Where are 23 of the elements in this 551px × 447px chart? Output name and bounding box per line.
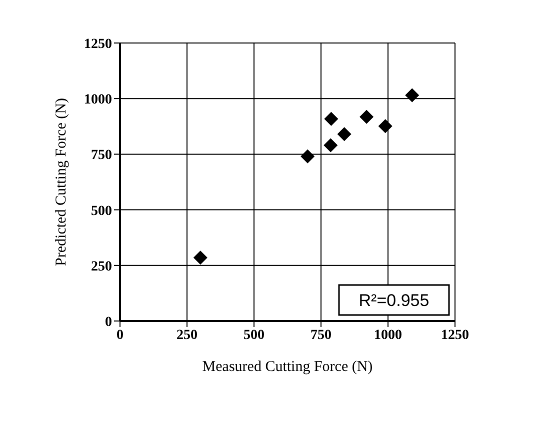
point	[360, 110, 374, 124]
y-tick-label: 0	[105, 314, 112, 330]
x-tick-label: 250	[176, 328, 198, 343]
point	[324, 112, 338, 126]
y-tick-label: 500	[91, 204, 112, 219]
x-tick-label: 750	[310, 328, 332, 343]
x-tick-label: 0	[116, 328, 124, 343]
x-tick-label: 1000	[374, 328, 402, 343]
y-tick-label: 1000	[84, 92, 112, 108]
x-tick-label: 1250	[441, 328, 469, 343]
y-axis-title: Predicted Cutting Force (N)	[53, 98, 70, 266]
y-tick-label: 750	[91, 148, 112, 164]
point	[300, 149, 315, 164]
y-tick-label: 1250	[84, 36, 112, 52]
point	[337, 127, 352, 142]
point	[405, 88, 420, 102]
point	[193, 250, 208, 265]
x-axis-title: Measured Cutting Force (N)	[202, 359, 373, 375]
y-tick-label: 250	[91, 259, 112, 274]
annotation: R²=0.955	[358, 291, 430, 310]
point	[378, 119, 392, 134]
point	[324, 138, 338, 152]
x-tick-label: 500	[244, 328, 264, 343]
